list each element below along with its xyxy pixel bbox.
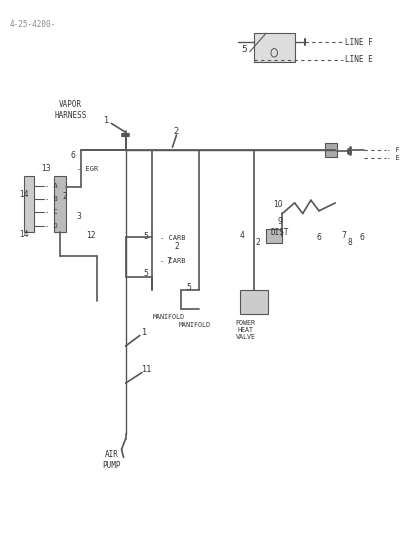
Text: MANIFOLD: MANIFOLD bbox=[152, 314, 184, 320]
Text: 5: 5 bbox=[186, 283, 191, 292]
Text: 7: 7 bbox=[166, 257, 171, 265]
Text: 5: 5 bbox=[143, 232, 148, 241]
Text: MANIFOLD: MANIFOLD bbox=[178, 322, 210, 328]
Text: 5: 5 bbox=[143, 269, 148, 278]
Text: 1: 1 bbox=[141, 328, 146, 337]
Text: 12: 12 bbox=[86, 231, 95, 240]
Text: - F: - F bbox=[387, 147, 399, 153]
Text: 2: 2 bbox=[255, 238, 260, 247]
Text: - CARB: - CARB bbox=[160, 235, 185, 241]
Bar bbox=[54, 176, 65, 232]
Text: 6: 6 bbox=[70, 151, 75, 160]
Text: 2: 2 bbox=[173, 127, 179, 136]
Bar bbox=[324, 143, 337, 157]
Text: - A: - A bbox=[45, 183, 58, 189]
Bar bbox=[253, 33, 294, 62]
Text: 3: 3 bbox=[76, 212, 81, 221]
Text: - C: - C bbox=[45, 209, 58, 215]
Text: 14: 14 bbox=[19, 230, 29, 239]
Text: 4-25-4200-: 4-25-4200- bbox=[9, 20, 56, 29]
Text: 8: 8 bbox=[346, 238, 351, 247]
Text: 5: 5 bbox=[240, 45, 246, 54]
Text: 14: 14 bbox=[19, 190, 29, 199]
Text: 9: 9 bbox=[277, 217, 282, 226]
Text: 4: 4 bbox=[238, 231, 243, 240]
Text: - D: - D bbox=[45, 223, 58, 229]
Text: LINE F: LINE F bbox=[345, 38, 372, 47]
Text: - E: - E bbox=[387, 155, 399, 161]
Text: 11: 11 bbox=[140, 366, 151, 374]
Text: DIST: DIST bbox=[270, 228, 288, 237]
Text: POWER
HEAT
VALVE: POWER HEAT VALVE bbox=[235, 320, 255, 340]
Text: 2: 2 bbox=[62, 192, 67, 201]
Text: - EGR: - EGR bbox=[76, 166, 98, 173]
Text: VAPOR
HARNESS: VAPOR HARNESS bbox=[54, 100, 87, 120]
Text: 1: 1 bbox=[102, 116, 108, 125]
Text: 13: 13 bbox=[41, 164, 51, 173]
Bar bbox=[24, 176, 34, 232]
Text: 2: 2 bbox=[174, 242, 178, 251]
Text: - B: - B bbox=[45, 196, 58, 202]
Bar bbox=[265, 229, 282, 243]
Text: - CARB: - CARB bbox=[160, 258, 185, 264]
Bar bbox=[239, 290, 267, 314]
Text: 10: 10 bbox=[273, 200, 283, 209]
Text: AIR
PUMP: AIR PUMP bbox=[102, 450, 120, 470]
Text: LINE E: LINE E bbox=[345, 55, 372, 64]
Text: 6: 6 bbox=[358, 233, 363, 242]
Text: 7: 7 bbox=[340, 231, 345, 240]
Text: 6: 6 bbox=[316, 233, 321, 242]
